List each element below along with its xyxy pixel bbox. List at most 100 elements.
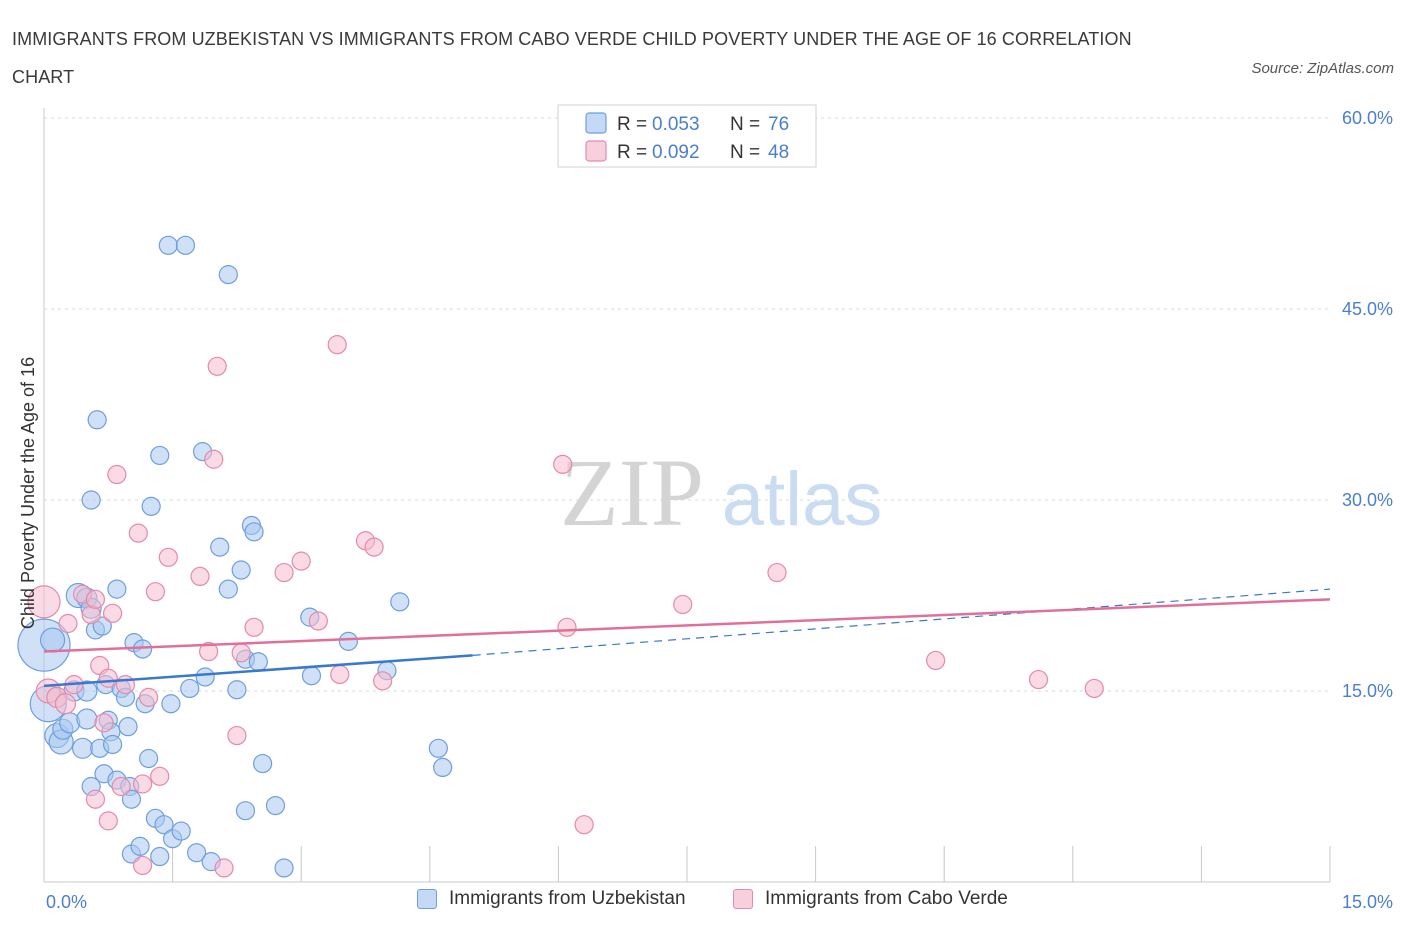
grid-lines (44, 117, 1330, 692)
cabo-verde-point (150, 766, 170, 786)
uzbekistan-point (161, 694, 181, 714)
legend-r-value: 0.092 (652, 142, 700, 163)
uzbekistan-point (390, 592, 410, 612)
cabo-verde-point (107, 464, 127, 485)
uzbekistan-point (39, 627, 66, 653)
chart-title: IMMIGRANTS FROM UZBEKISTAN VS IMMIGRANTS… (12, 29, 1132, 87)
cabo-verde-point (115, 675, 136, 695)
uzbekistan-point (235, 801, 256, 821)
cabo-verde-point (132, 855, 153, 876)
uzbekistan-point (274, 858, 294, 878)
watermark: ZIP atlas (560, 439, 882, 546)
uzbekistan-point (195, 667, 215, 687)
data-points (17, 235, 1104, 878)
cabo-verde-point (145, 582, 166, 602)
y-tick-label: 15.0% (1342, 681, 1393, 701)
uzbekistan-point (171, 821, 191, 841)
uzbekistan-point (102, 734, 123, 755)
cabo-verde-point (227, 725, 247, 746)
cabo-verde-point (767, 562, 787, 583)
uzbekistan-point (210, 537, 230, 557)
x-tick-label: 0.0% (46, 892, 87, 912)
uzbekistan-point (231, 560, 251, 580)
uzbekistan-point (248, 652, 268, 672)
uzbekistan-point (121, 789, 142, 809)
cabo-verde-point (214, 858, 234, 878)
cabo-verde-point (308, 611, 328, 631)
uzbekistan-point (118, 717, 138, 737)
uzbekistan-point (428, 738, 448, 758)
watermark-atlas: atlas (722, 457, 883, 542)
cabo-verde-point (553, 454, 573, 474)
cabo-verde-point (27, 585, 61, 619)
cabo-verde-point (231, 643, 251, 663)
cabo-verde-point (274, 562, 294, 583)
uzbekistan-point (158, 235, 178, 255)
uzbekistan-point (227, 680, 247, 700)
legend-box: R = 0.053 N = 76 R = 0.092 N = 48 (557, 104, 817, 168)
cabo-verde-point (98, 668, 118, 688)
cabo-verde-point (54, 693, 77, 715)
uzbekistan-point (218, 265, 238, 285)
uzbekistan-point (150, 445, 170, 466)
cabo-verde-point (207, 356, 227, 376)
cabo-verde-point (132, 774, 153, 794)
uzbekistan-point (138, 748, 159, 769)
y-axis-label: Child Poverty Under the Age of 16 (18, 357, 38, 629)
cabo-verde-point (673, 594, 693, 615)
uzbekistan-point (87, 410, 107, 430)
legend-item-cabo-verde: Immigrants from Cabo Verde (733, 888, 1008, 910)
legend-swatch-blue (417, 889, 437, 909)
uzbekistan-point (92, 616, 112, 636)
uzbekistan-point (71, 737, 94, 759)
uzbekistan-point (338, 631, 358, 651)
legend-item-uzbekistan: Immigrants from Uzbekistan (417, 888, 686, 910)
uzbekistan-point (150, 846, 170, 867)
uzbekistan-point (180, 678, 200, 699)
uzbekistan-point (81, 490, 101, 510)
legend-r-value: 0.053 (652, 114, 700, 135)
cabo-verde-point (98, 811, 118, 831)
legend-r-label: R = (617, 114, 647, 135)
uzbekistan-point (175, 235, 196, 255)
legend-n-label: N = (730, 142, 760, 163)
y-tick-label: 30.0% (1342, 490, 1393, 510)
uzbekistan-trend-line (43, 654, 473, 688)
uzbekistan-point (244, 522, 264, 542)
uzbekistan-point (253, 753, 273, 774)
watermark-zip: ZIP (560, 439, 704, 546)
uzbekistan-point (433, 757, 453, 778)
legend-swatch (585, 140, 607, 162)
cabo-verde-point (330, 664, 350, 685)
cabo-verde-point (190, 566, 210, 587)
legend-label: Immigrants from Cabo Verde (765, 888, 1008, 909)
uzbekistan-point (141, 496, 161, 516)
legend-swatch-pink (733, 889, 753, 909)
bottom-legend: Immigrants from Uzbekistan Immigrants fr… (0, 888, 1406, 918)
cabo-verde-point (244, 617, 264, 637)
uzbekistan-point (218, 579, 238, 599)
uzbekistan-point (154, 815, 174, 835)
cabo-verde-point (111, 776, 131, 797)
y-tick-label: 60.0% (1342, 108, 1393, 128)
legend-n-value: 76 (768, 114, 789, 135)
cabo-verde-trend-line (43, 598, 1331, 653)
uzbekistan-point (301, 666, 322, 686)
cabo-verde-point (373, 671, 393, 691)
cabo-verde-point (85, 589, 106, 609)
uzbekistan-point (59, 712, 81, 734)
cabo-verde-point (94, 713, 114, 733)
cabo-verde-point (1028, 669, 1049, 690)
cabo-verde-point (327, 335, 347, 355)
cabo-verde-point (204, 449, 224, 469)
cabo-verde-point (158, 547, 178, 567)
axes: 15.0% 30.0% 45.0% 60.0% 0.0% 15.0% (43, 108, 1393, 912)
legend-label: Immigrants from Uzbekistan (449, 888, 686, 909)
cabo-verde-point (138, 687, 159, 707)
cabo-verde-point (574, 815, 594, 835)
uzbekistan-point (76, 708, 98, 730)
cabo-verde-point (1084, 678, 1104, 699)
uzbekistan-point (265, 795, 286, 816)
cabo-verde-point (364, 537, 384, 557)
